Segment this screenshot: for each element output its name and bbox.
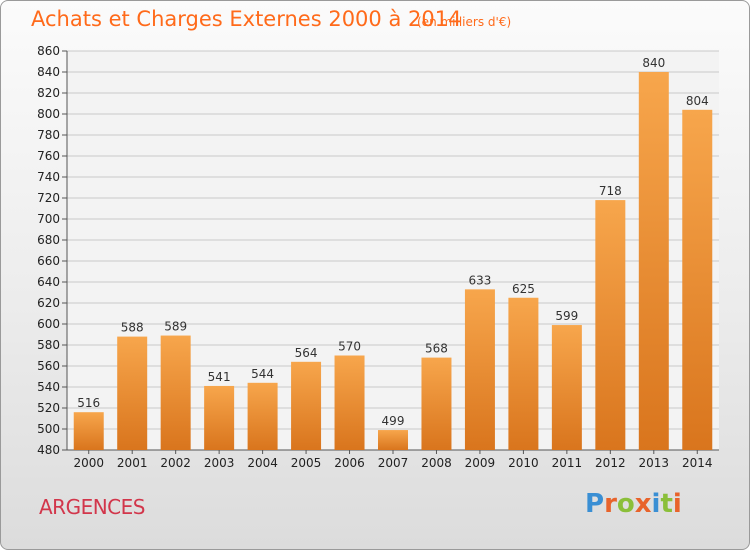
bar <box>551 325 582 450</box>
chart-title: Achats et Charges Externes 2000 à 2014 <box>31 7 462 31</box>
bar <box>595 200 626 450</box>
y-tick-label: 500 <box>37 422 60 436</box>
y-tick-label: 540 <box>37 380 60 394</box>
y-tick-label: 560 <box>37 359 60 373</box>
data-label: 718 <box>599 184 622 198</box>
logo-letter: x <box>634 489 652 519</box>
unit-note: (en milliers d'€) <box>417 15 512 29</box>
bar <box>73 412 104 450</box>
y-tick-label: 640 <box>37 275 60 289</box>
x-tick-label: 2001 <box>117 456 148 470</box>
y-tick-label: 520 <box>37 401 60 415</box>
bar <box>508 297 539 450</box>
bar <box>464 289 495 450</box>
x-tick-label: 2014 <box>682 456 713 470</box>
x-tick-label: 2013 <box>639 456 670 470</box>
bar <box>682 109 713 451</box>
commune-name: ARGENCES <box>39 495 145 519</box>
data-label: 804 <box>686 94 709 108</box>
data-label: 568 <box>425 342 448 356</box>
y-tick-label: 600 <box>37 317 60 331</box>
data-label: 570 <box>338 340 361 354</box>
data-label: 599 <box>555 309 578 323</box>
y-tick-label: 700 <box>37 212 60 226</box>
y-tick-label: 720 <box>37 191 60 205</box>
proxiti-logo: Proxiti <box>585 489 682 519</box>
data-label: 588 <box>121 321 144 335</box>
data-label: 499 <box>382 414 405 428</box>
logo-letter: i <box>672 489 682 519</box>
data-label: 589 <box>164 320 187 334</box>
bar <box>291 361 322 450</box>
y-tick-label: 820 <box>37 86 60 100</box>
logo-letter: i <box>651 489 661 519</box>
y-tick-label: 740 <box>37 170 60 184</box>
logo-letter: r <box>604 489 617 519</box>
x-tick-label: 2005 <box>291 456 322 470</box>
logo-letter: P <box>585 489 605 519</box>
x-tick-label: 2007 <box>378 456 409 470</box>
x-tick-label: 2006 <box>334 456 365 470</box>
x-tick-label: 2004 <box>247 456 278 470</box>
bar <box>117 336 148 450</box>
data-label: 633 <box>468 273 491 287</box>
y-tick-label: 580 <box>37 338 60 352</box>
x-tick-label: 2009 <box>465 456 496 470</box>
data-label: 516 <box>77 396 100 410</box>
x-tick-label: 2010 <box>508 456 539 470</box>
bar <box>247 382 278 450</box>
x-tick-label: 2000 <box>73 456 104 470</box>
y-tick-label: 860 <box>37 44 60 58</box>
y-tick-label: 800 <box>37 107 60 121</box>
data-label: 840 <box>642 56 665 70</box>
y-tick-label: 680 <box>37 233 60 247</box>
x-tick-label: 2003 <box>204 456 235 470</box>
logo-letter: t <box>660 489 673 519</box>
y-tick-label: 480 <box>37 443 60 457</box>
y-tick-label: 620 <box>37 296 60 310</box>
x-tick-label: 2012 <box>595 456 626 470</box>
x-tick-label: 2002 <box>160 456 191 470</box>
data-label: 541 <box>208 370 231 384</box>
bar <box>378 430 408 450</box>
y-tick-label: 840 <box>37 65 60 79</box>
data-label: 564 <box>295 346 318 360</box>
data-label: 625 <box>512 282 535 296</box>
y-tick-label: 780 <box>37 128 60 142</box>
y-tick-label: 760 <box>37 149 60 163</box>
bar <box>421 357 452 450</box>
y-tick-label: 660 <box>37 254 60 268</box>
bar <box>638 72 669 450</box>
logo-letter: o <box>616 489 635 519</box>
x-tick-label: 2011 <box>552 456 583 470</box>
bar <box>204 385 235 450</box>
bar <box>160 335 191 450</box>
data-label: 544 <box>251 367 274 381</box>
bar <box>334 355 365 450</box>
x-tick-label: 2008 <box>421 456 452 470</box>
